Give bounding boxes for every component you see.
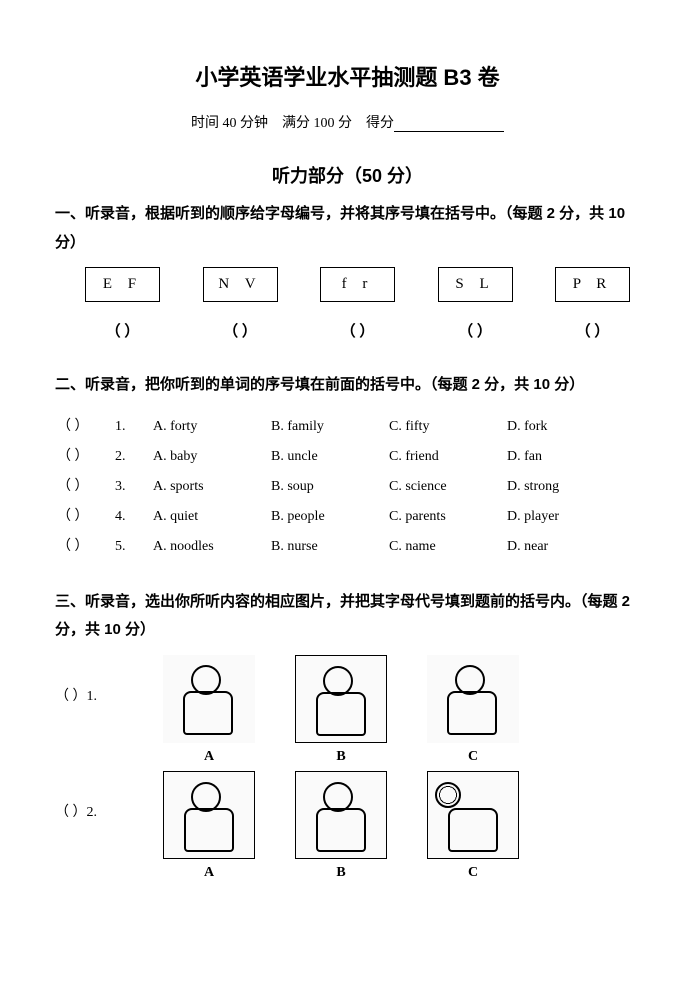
q3-1-label-B: B [295,749,387,765]
q1-letter-row: E F N V f r S L P R [55,267,640,302]
q3-imgs-1: A B C [163,655,519,765]
q3-1-img-B [295,655,387,743]
listening-header: 听力部分（50 分） [55,162,640,188]
q2-num-2: 2. [115,440,153,470]
q2-2-D: D. fan [507,440,625,470]
q3-1-col-B: B [295,655,387,765]
q3-2-img-C [427,771,519,859]
q2-blank-4[interactable]: （ ） [57,500,115,530]
q1-box-2: N V [203,267,278,302]
exam-page: 小学英语学业水平抽测题 B3 卷 时间 40 分钟 满分 100 分 得分 听力… [0,0,695,982]
q2-1-A: A. forty [153,410,271,440]
q3-2-label-C: C [427,865,519,881]
q2-5-D: D. near [507,530,625,560]
q3-prefix-1[interactable]: （ ）1. [55,655,163,705]
q2-5-C: C. name [389,530,507,560]
q2-row-2: （ ） 2. A. baby B. uncle C. friend D. fan [57,440,625,470]
q2-num-5: 5. [115,530,153,560]
q3-2-col-C: C [427,771,519,881]
q2-1-C: C. fifty [389,410,507,440]
q2-instruction: 二、听录音，把你听到的单词的序号填在前面的括号中。（每题 2 分，共 10 分） [55,371,640,400]
q2-num-1: 1. [115,410,153,440]
q2-num-4: 4. [115,500,153,530]
q2-row-5: （ ） 5. A. noodles B. nurse C. name D. ne… [57,530,625,560]
q2-1-B: B. family [271,410,389,440]
q2-2-A: A. baby [153,440,271,470]
q2-4-A: A. quiet [153,500,271,530]
q1-blank-5[interactable]: （ ） [555,320,630,341]
q3-2-label-B: B [295,865,387,881]
fullscore-label: 满分 100 分 [282,116,352,131]
q1-box-1: E F [85,267,160,302]
q2-row-1: （ ） 1. A. forty B. family C. fifty D. fo… [57,410,625,440]
q2-4-B: B. people [271,500,389,530]
q2-4-C: C. parents [389,500,507,530]
meta-line: 时间 40 分钟 满分 100 分 得分 [55,112,640,132]
q2-5-A: A. noodles [153,530,271,560]
q2-1-D: D. fork [507,410,625,440]
q3-2-col-B: B [295,771,387,881]
q3-2-label-A: A [163,865,255,881]
q1-instruction: 一、听录音，根据听到的顺序给字母编号，并将其序号填在括号中。（每题 2 分，共 … [55,200,640,257]
score-blank[interactable] [394,131,504,132]
q3-imgs-2: A B C [163,771,519,881]
q1-blank-3[interactable]: （ ） [320,320,395,341]
q2-blank-3[interactable]: （ ） [57,470,115,500]
q2-3-C: C. science [389,470,507,500]
q2-blank-5[interactable]: （ ） [57,530,115,560]
q3-row-2: （ ）2. A B C [55,771,640,881]
q2-blank-2[interactable]: （ ） [57,440,115,470]
time-label: 时间 40 分钟 [191,116,268,131]
q1-blank-1[interactable]: （ ） [85,320,160,341]
q1-box-3: f r [320,267,395,302]
q3-instruction: 三、听录音，选出你所听内容的相应图片，并把其字母代号填到题前的括号内。（每题 2… [55,588,640,645]
q2-3-D: D. strong [507,470,625,500]
q1-blank-2[interactable]: （ ） [203,320,278,341]
q3-row-1: （ ）1. A B C [55,655,640,765]
q1-blank-4[interactable]: （ ） [438,320,513,341]
q3-2-img-A [163,771,255,859]
q1-paren-row: （ ） （ ） （ ） （ ） （ ） [55,320,640,341]
q2-row-3: （ ） 3. A. sports B. soup C. science D. s… [57,470,625,500]
q3-1-col-A: A [163,655,255,765]
q2-4-D: D. player [507,500,625,530]
q2-row-4: （ ） 4. A. quiet B. people C. parents D. … [57,500,625,530]
q1-box-5: P R [555,267,630,302]
q2-3-A: A. sports [153,470,271,500]
q3-prefix-2[interactable]: （ ）2. [55,771,163,821]
q3-1-col-C: C [427,655,519,765]
score-label: 得分 [366,116,394,131]
q2-2-B: B. uncle [271,440,389,470]
q3-1-label-C: C [427,749,519,765]
q3-1-img-C [427,655,519,743]
q3-1-img-A [163,655,255,743]
q2-3-B: B. soup [271,470,389,500]
page-title: 小学英语学业水平抽测题 B3 卷 [55,60,640,92]
q2-2-C: C. friend [389,440,507,470]
q2-5-B: B. nurse [271,530,389,560]
q3-2-img-B [295,771,387,859]
q2-blank-1[interactable]: （ ） [57,410,115,440]
q3-2-col-A: A [163,771,255,881]
q2-num-3: 3. [115,470,153,500]
q3-1-label-A: A [163,749,255,765]
q1-box-4: S L [438,267,513,302]
q2-table: （ ） 1. A. forty B. family C. fifty D. fo… [57,410,625,560]
